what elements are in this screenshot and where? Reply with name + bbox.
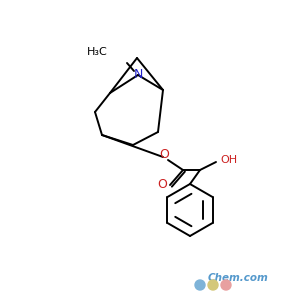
Text: O: O [159,148,169,161]
Text: N: N [133,68,143,82]
Circle shape [221,280,231,290]
Circle shape [208,280,218,290]
Text: H₃C: H₃C [87,47,108,57]
Text: O: O [157,178,167,191]
Text: OH: OH [220,155,237,165]
Text: Chem.com: Chem.com [208,273,268,283]
Circle shape [195,280,205,290]
